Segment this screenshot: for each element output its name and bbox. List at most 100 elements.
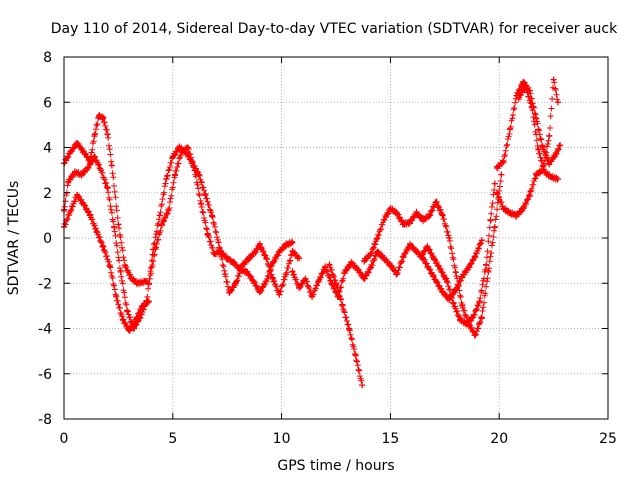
data-point	[472, 253, 479, 260]
data-point	[400, 253, 407, 260]
data-point	[93, 228, 100, 235]
data-point	[465, 264, 472, 271]
chart-title: Day 110 of 2014, Sidereal Day-to-day VTE…	[51, 21, 618, 37]
data-point	[361, 257, 368, 264]
series-sat-track-4	[145, 144, 296, 296]
data-point	[124, 307, 131, 314]
data-point	[315, 277, 322, 284]
data-point	[483, 262, 490, 269]
data-point	[433, 277, 440, 284]
data-point	[80, 149, 87, 156]
data-point	[163, 176, 170, 183]
data-point	[539, 144, 546, 151]
data-point	[443, 277, 450, 284]
data-point	[387, 262, 394, 269]
tick-marks	[63, 56, 609, 420]
data-point	[546, 160, 553, 167]
data-point	[359, 382, 366, 389]
data-point	[346, 325, 353, 332]
x-tick-label: 20	[490, 431, 508, 447]
data-point	[80, 201, 87, 208]
data-point	[158, 221, 165, 228]
data-point	[87, 212, 94, 219]
data-point	[546, 133, 553, 140]
data-point	[309, 293, 316, 300]
data-point	[289, 268, 296, 275]
data-point	[491, 223, 498, 230]
data-point	[450, 300, 457, 307]
data-point	[276, 291, 283, 298]
data-point	[487, 216, 494, 223]
y-tick-label: 8	[43, 50, 52, 66]
series-sat-track-7	[361, 171, 505, 339]
data-point	[548, 173, 555, 180]
data-point	[476, 298, 483, 305]
data-point	[437, 266, 444, 273]
data-point	[446, 296, 453, 303]
data-point	[185, 144, 192, 151]
y-tick-label: 2	[43, 186, 52, 202]
data-point	[132, 316, 139, 323]
data-point	[520, 205, 527, 212]
y-tick-label: -8	[38, 412, 52, 428]
y-tick-label: 0	[43, 231, 52, 247]
data-point	[97, 167, 104, 174]
data-point	[263, 255, 270, 262]
series-sat-track-1	[61, 111, 150, 288]
data-point	[507, 210, 514, 217]
data-point	[204, 230, 211, 237]
data-point	[104, 185, 111, 192]
data-point	[156, 212, 163, 219]
gridlines	[64, 57, 608, 419]
data-point	[139, 302, 146, 309]
series-sat-track-11	[515, 82, 561, 183]
data-point	[533, 171, 540, 178]
data-point	[202, 192, 209, 199]
data-point	[452, 268, 459, 275]
x-tick-labels: 0 5 10 15 20 25	[60, 431, 617, 447]
data-point	[215, 239, 222, 246]
data-point	[296, 284, 303, 291]
data-point	[507, 126, 514, 133]
y-tick-label: -2	[38, 276, 52, 292]
data-point	[245, 255, 252, 262]
data-point	[230, 259, 237, 266]
data-point	[169, 153, 176, 160]
data-point	[393, 210, 400, 217]
data-point	[494, 164, 501, 171]
series-sat-track-6	[326, 261, 366, 389]
x-tick-label: 15	[381, 431, 399, 447]
data-point	[457, 316, 464, 323]
data-point	[84, 164, 91, 171]
data-point	[178, 149, 185, 156]
x-tick-label: 0	[60, 431, 69, 447]
data-point	[367, 264, 374, 271]
data-point	[526, 192, 533, 199]
y-tick-labels: -8 -6 -4 -2 0 2 4 6 8	[38, 50, 52, 428]
data-point	[522, 83, 529, 90]
data-point	[550, 76, 557, 83]
data-point	[380, 216, 387, 223]
data-point	[78, 171, 85, 178]
data-point	[115, 221, 122, 228]
data-point	[282, 241, 289, 248]
data-point	[145, 298, 152, 305]
x-tick-label: 25	[599, 431, 617, 447]
data-point	[367, 250, 374, 257]
data-point	[289, 248, 296, 255]
data-point	[374, 235, 381, 241]
data-point	[557, 142, 564, 149]
data-point	[217, 248, 224, 255]
data-point	[100, 244, 107, 251]
data-point	[117, 268, 124, 275]
data-point	[406, 219, 413, 226]
x-tick-label: 10	[273, 431, 291, 447]
data-point	[498, 171, 505, 178]
y-tick-label: 6	[43, 95, 52, 111]
data-point	[289, 239, 296, 246]
data-point	[71, 169, 78, 176]
data-point	[341, 268, 348, 275]
data-point	[224, 255, 231, 262]
data-point	[400, 221, 407, 228]
